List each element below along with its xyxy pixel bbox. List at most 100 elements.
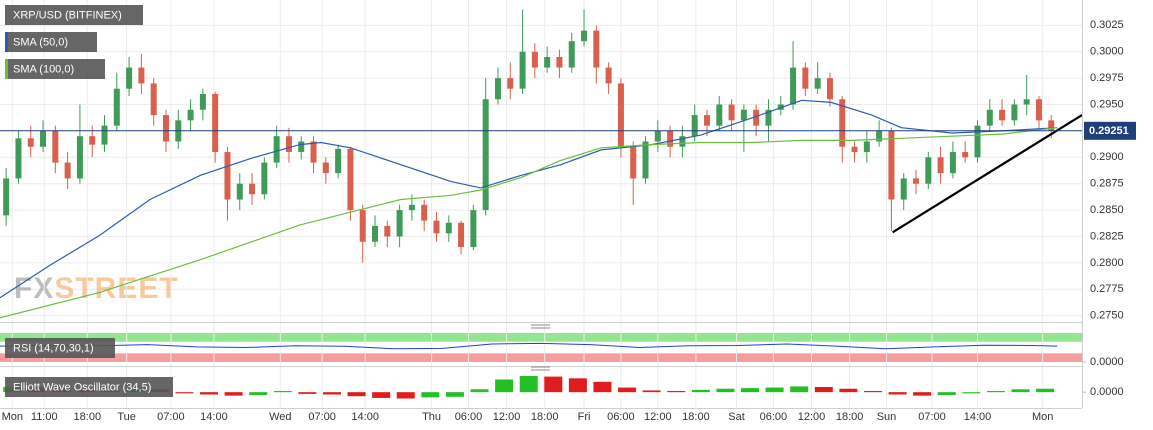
ewo-bar <box>765 387 784 393</box>
x-tick-label: 18:00 <box>74 411 102 423</box>
legend-swatch <box>5 32 8 52</box>
candle-body <box>913 178 920 184</box>
ewo-bar <box>618 387 637 393</box>
candle-body <box>863 141 870 153</box>
ewo-bar <box>421 392 440 398</box>
resize-handle[interactable] <box>531 324 550 329</box>
ewo-bar <box>224 392 243 396</box>
candle-body <box>1048 120 1055 131</box>
candle-body <box>224 152 231 200</box>
labels: 0.2750 0.2775 0.2800 0.2825 0.2850 0.2875 0.29… <box>2 5 1136 423</box>
rsi-band <box>0 353 1082 362</box>
ewo-bar <box>372 392 391 398</box>
candle-body <box>593 30 600 68</box>
ewo-bar <box>888 392 907 395</box>
candle-body <box>667 130 674 147</box>
candle-body <box>1011 104 1018 121</box>
legend-label: XRP/USD (BITFINEX) <box>13 9 122 21</box>
ewo-bar <box>347 392 366 397</box>
ewo-bar <box>322 392 341 395</box>
ewo-bar <box>1036 388 1055 393</box>
candle-body <box>199 93 206 110</box>
x-tick-label: 07:00 <box>157 411 185 423</box>
y-tick-label: 0.0000 <box>1090 386 1124 398</box>
y-tick-label: 0.0000 <box>1090 356 1124 368</box>
candle-body <box>974 125 981 158</box>
x-tick-label: 14:00 <box>200 411 228 423</box>
candle-body <box>703 115 710 126</box>
candle-body <box>138 67 145 84</box>
ewo-bar <box>937 392 956 396</box>
candle-body <box>900 178 907 200</box>
candle-body <box>482 99 489 211</box>
candle-body <box>458 222 465 248</box>
y-tick-label: 0.2950 <box>1090 98 1124 110</box>
rsi-band <box>0 333 1082 342</box>
watermark-part: FX <box>14 272 54 305</box>
ewo-bar <box>396 392 415 399</box>
candle-body <box>433 220 440 234</box>
x-tick-label: 11:00 <box>31 411 58 423</box>
x-tick-label: 12:00 <box>493 411 521 423</box>
ewo-bar <box>593 381 612 393</box>
x-tick-label: 06:00 <box>455 411 483 423</box>
ewo-bar <box>986 391 1005 393</box>
ewo-bar <box>839 388 858 393</box>
resize-handle[interactable] <box>531 366 550 371</box>
x-tick-label: Tue <box>117 411 136 423</box>
candle-body <box>384 225 391 237</box>
candle-body <box>494 78 501 100</box>
candle-body <box>826 78 833 100</box>
candle-body <box>962 152 969 158</box>
legend-swatch <box>5 59 8 79</box>
candle-body <box>150 83 157 116</box>
candle-body <box>101 125 108 145</box>
candle-body <box>728 104 735 121</box>
x-tick-label: 14:00 <box>351 411 379 423</box>
x-tick-label: Wed <box>269 411 291 423</box>
legend-box <box>5 377 173 397</box>
last-price-label: 0.29251 <box>1089 125 1129 137</box>
candle-body <box>298 141 305 153</box>
candle-body <box>285 136 292 153</box>
legend-label: Elliott Wave Oscillator (34,5) <box>13 381 151 393</box>
legend-label: SMA (50,0) <box>13 36 68 48</box>
candle-body <box>790 67 797 105</box>
candle-body <box>986 109 993 126</box>
candle-body <box>359 210 366 242</box>
candle-body <box>421 204 428 221</box>
candle-body <box>15 138 22 179</box>
candle-body <box>507 78 514 89</box>
candle-body <box>740 109 747 121</box>
candle-body <box>568 41 575 68</box>
x-tick-label: 14:00 <box>964 411 992 423</box>
candle-body <box>642 141 649 179</box>
ewo-bar <box>519 376 538 393</box>
candle-body <box>187 109 194 121</box>
watermark-part: STREET <box>54 272 178 305</box>
ewo-bar <box>445 392 464 397</box>
y-tick-label: 0.2775 <box>1090 283 1124 295</box>
ewo-bar <box>863 391 882 393</box>
candle-body <box>654 130 661 142</box>
candle-body <box>716 104 723 126</box>
ewo-bar <box>814 386 833 393</box>
candle-body <box>999 109 1006 121</box>
x-tick-label: 18:00 <box>682 411 710 423</box>
x-tick-label: Thu <box>422 411 441 423</box>
x-tick-label: 07:00 <box>308 411 336 423</box>
legend-label: SMA (100,0) <box>13 63 74 75</box>
candle-body <box>335 148 342 174</box>
candle-body <box>544 57 551 68</box>
x-tick-label: Fri <box>578 411 591 423</box>
candle-body <box>40 130 47 147</box>
candle-body <box>445 222 452 234</box>
y-tick-label: 0.2800 <box>1090 257 1124 269</box>
candle-body <box>839 99 846 147</box>
ewo-bar <box>691 389 710 393</box>
candle-body <box>888 130 895 200</box>
x-tick-label: 18:00 <box>531 411 559 423</box>
x-tick-label: 18:00 <box>836 411 864 423</box>
candle-body <box>113 88 120 126</box>
